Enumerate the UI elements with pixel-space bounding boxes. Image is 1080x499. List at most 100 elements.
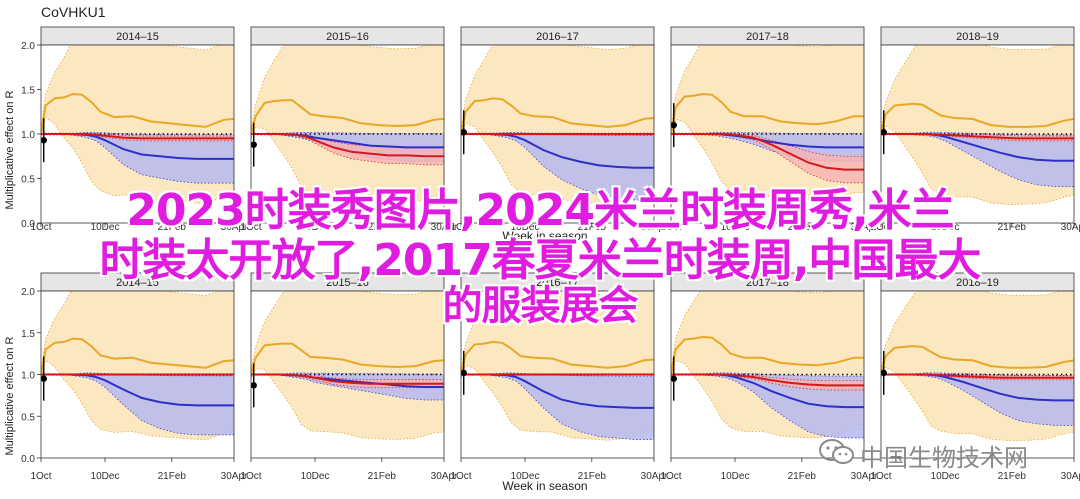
point-estimate — [881, 129, 887, 136]
x-tick-label: 21Feb — [788, 222, 817, 233]
plot-area — [461, 291, 654, 441]
panel-2-2: 2015–16 1Oct 10Dec 21Feb 30Apr — [240, 272, 458, 482]
chart-title: CoVHKU1 — [41, 4, 106, 20]
panel-season-label: 2017–18 — [746, 277, 789, 289]
y-tick-label: 1.5 — [21, 86, 35, 97]
y-tick-label: 0.0 — [21, 454, 35, 465]
x-tick-label: 21Feb — [998, 471, 1027, 482]
plot-frame — [670, 44, 865, 224]
plot-area — [251, 45, 444, 204]
panel-1-2: 2015–16 1Oct 10Dec 21Feb 30Apr — [240, 26, 458, 233]
plot-frame — [250, 44, 445, 224]
y-axis-label-row2: Multiplicative effect on R — [4, 336, 16, 455]
x-tick-label: 1Oct — [240, 471, 261, 482]
point-estimate — [251, 382, 257, 389]
y-tick-label: 0.5 — [21, 175, 35, 186]
x-tick-label: 21Feb — [368, 222, 397, 233]
x-axis-label-row2: Week in season — [502, 479, 587, 493]
overlay-caption-line1: 2023时装秀图片,2024米兰时装周秀,米兰 — [126, 185, 954, 236]
gold-series-line — [671, 335, 864, 375]
point-estimate — [251, 141, 257, 148]
x-tick-label: 1Oct — [660, 222, 681, 233]
x-tick-label: 10Dec — [931, 222, 960, 233]
x-tick-label: 10Dec — [301, 222, 330, 233]
red-series-line — [881, 373, 1074, 379]
x-tick-label: 21Feb — [998, 222, 1027, 233]
red-series-line — [881, 133, 1074, 140]
x-tick-label: 10Dec — [511, 471, 540, 482]
gold-series-line — [671, 92, 864, 135]
plot-area — [671, 45, 864, 202]
plot-area — [881, 45, 1074, 205]
gold-series-line — [41, 337, 234, 375]
plot-area — [881, 291, 1074, 442]
point-estimate — [461, 129, 467, 136]
x-tick-label: 30Apr — [1061, 471, 1080, 482]
blue-uncertainty-band — [881, 131, 1074, 187]
x-tick-label: 30Apr — [431, 471, 458, 482]
y-axis-label-row1: Multiplicative effect on R — [4, 90, 16, 209]
y-tick-label: 2.0 — [21, 287, 35, 298]
y-tick-label: 0.5 — [21, 412, 35, 423]
panel-season-label: 2015–16 — [326, 31, 369, 43]
watermark-text: 中国生物技术网 — [860, 444, 1028, 472]
x-tick-label: 10Dec — [91, 471, 120, 482]
x-tick-label: 30Apr — [851, 471, 878, 482]
red-series-line — [251, 133, 444, 158]
x-tick-label: 1Oct — [870, 222, 891, 233]
x-tick-label: 1Oct — [450, 471, 471, 482]
panels-grid: 2014–15 0.0 0.5 1.0 1.5 2.0 1Oct 10Dec 21Feb 30Ap… — [21, 26, 1080, 482]
plot-area — [251, 291, 444, 440]
x-tick-label: 10Dec — [511, 222, 540, 233]
x-tick-label: 1Oct — [240, 222, 261, 233]
gold-series-line — [881, 345, 1074, 375]
red-series-line — [671, 373, 864, 387]
watermark: 中国生物技术网 — [808, 436, 1058, 472]
x-tick-label: 30Apr — [221, 222, 248, 233]
wechat-icon — [819, 439, 854, 464]
gold-uncertainty-band — [251, 291, 444, 440]
panel-season-label: 2016–17 — [536, 277, 579, 289]
panel-season-label: 2017–18 — [746, 31, 789, 43]
panel-1-3: 2016–17 1Oct 10Dec 21Feb 30Apr — [450, 26, 668, 233]
x-tick-label: 10Dec — [301, 471, 330, 482]
x-tick-label: 21Feb — [158, 222, 187, 233]
panel-1-5: 2018–19 1Oct 10Dec 21Feb 30Apr — [870, 26, 1080, 233]
x-tick-label: 21Feb — [158, 471, 187, 482]
gold-series-line — [251, 99, 444, 135]
x-tick-label: 21Feb — [368, 471, 397, 482]
plot-area — [671, 291, 864, 439]
panel-season-label: 2016–17 — [536, 31, 579, 43]
panel-season-label: 2018–19 — [956, 277, 999, 289]
x-tick-label: 1Oct — [450, 222, 471, 233]
x-tick-label: 10Dec — [931, 471, 960, 482]
x-tick-label: 1Oct — [30, 222, 51, 233]
panel-2-5: 2018–19 1Oct 10Dec 21Feb 30Apr — [870, 272, 1080, 482]
red-series-line — [41, 133, 234, 140]
red-series-line — [671, 133, 864, 171]
plot-area — [41, 291, 234, 441]
panel-2-3: 2016–17 1Oct 10Dec 21Feb 30Apr — [450, 272, 668, 482]
point-estimate — [461, 369, 467, 377]
panel-season-label: 2014–15 — [116, 277, 159, 289]
x-tick-label: 30Apr — [431, 222, 458, 233]
x-tick-label: 30Apr — [641, 222, 668, 233]
y-tick-label: 0.0 — [21, 219, 35, 230]
red-series-line — [251, 373, 444, 385]
panel-season-label: 2014–15 — [116, 31, 159, 43]
x-tick-label: 30Apr — [641, 471, 668, 482]
x-tick-label: 21Feb — [788, 471, 817, 482]
y-tick-label: 1.5 — [21, 329, 35, 340]
point-estimate — [41, 137, 47, 144]
plot-area — [461, 45, 654, 205]
panel-2-4: 2017–18 1Oct 10Dec 21Feb 30Apr — [660, 272, 878, 482]
x-axis-label-row1: Week in season — [502, 229, 587, 243]
plot-frame — [460, 290, 655, 459]
x-tick-label: 30Apr — [851, 222, 878, 233]
point-estimate — [881, 369, 887, 377]
gold-series-line — [881, 102, 1074, 135]
overlay-caption-line3: 的服装展会 — [442, 283, 639, 329]
blue-uncertainty-band — [41, 131, 234, 184]
panel-season-label: 2018–19 — [956, 31, 999, 43]
